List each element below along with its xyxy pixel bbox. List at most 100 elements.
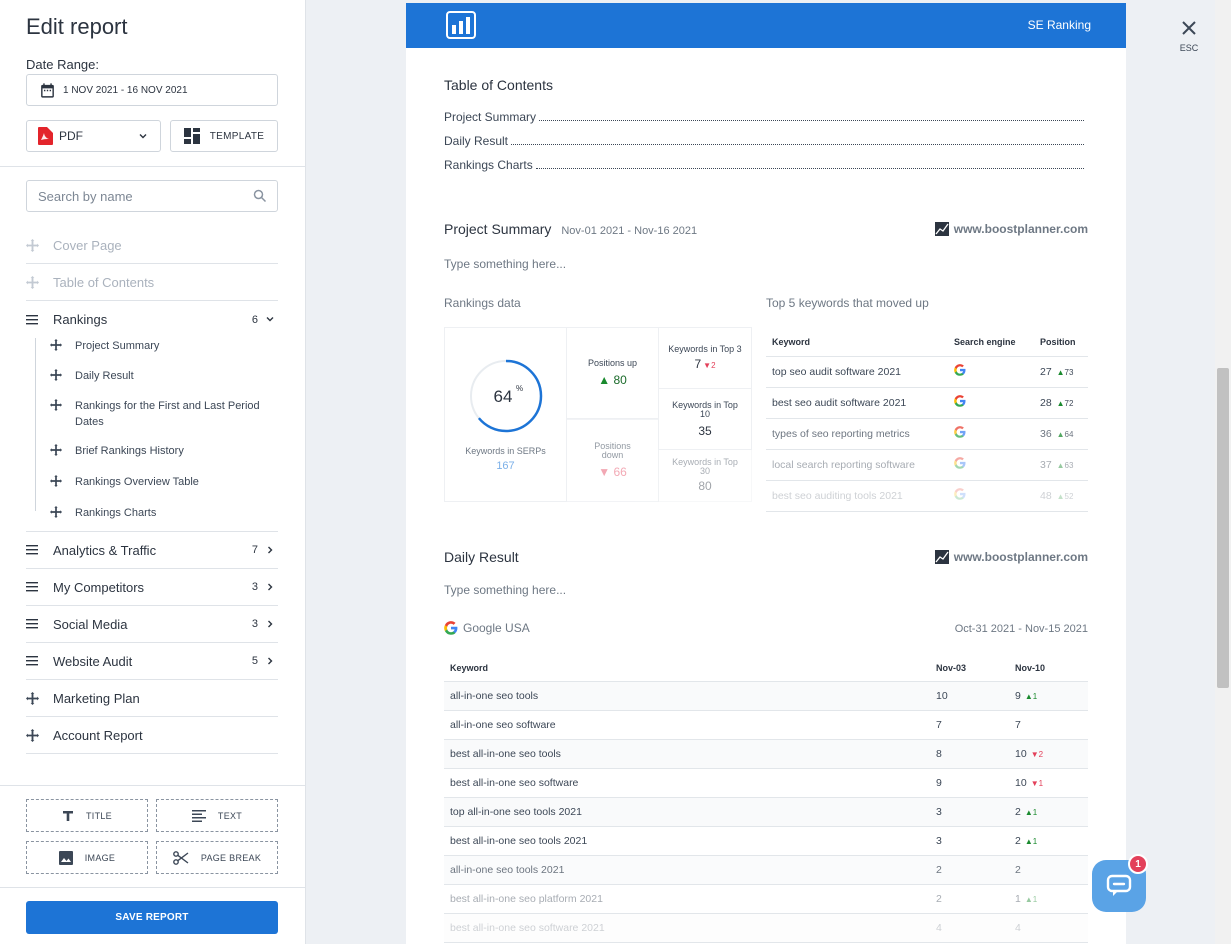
chevron-right-icon[interactable]	[265, 582, 275, 592]
chevron-down-icon[interactable]	[265, 314, 275, 324]
add-text-button[interactable]: TEXT	[156, 799, 278, 832]
engine-cell	[948, 480, 1034, 512]
table-header-row: Keyword Nov-03 Nov-10	[444, 655, 1088, 682]
tool-label: IMAGE	[84, 852, 116, 863]
drag-move-icon[interactable]	[50, 444, 62, 456]
date-range-picker[interactable]: 1 NOV 2021 - 16 NOV 2021	[26, 74, 278, 106]
search-input[interactable]: Search by name	[26, 180, 278, 212]
positions-down-label: Positions down	[594, 441, 631, 460]
search-engine-name: Google USA	[463, 621, 530, 635]
drag-move-icon[interactable]	[50, 475, 62, 487]
sidebar-item-social-media[interactable]: Social Media 3	[26, 606, 278, 643]
subsection-rankings-charts[interactable]: Rankings Charts	[26, 505, 278, 525]
serp-percent-sign: %	[516, 384, 523, 393]
subsection-daily-result[interactable]: Daily Result	[26, 368, 278, 398]
summary-note-input[interactable]: Type something here...	[444, 257, 567, 271]
position-nov10-cell: 10 ▼2	[1009, 739, 1088, 769]
sidebar-item-table-of-contents[interactable]: Table of Contents	[26, 264, 278, 301]
template-label: TEMPLATE	[209, 130, 265, 142]
position-change: 1	[1032, 691, 1038, 701]
close-icon	[1182, 21, 1196, 35]
subsection-first-last-dates[interactable]: Rankings for the First and Last Period D…	[26, 398, 278, 443]
top3-number: 7	[694, 357, 702, 371]
sidebar-item-account-report[interactable]: Account Report	[26, 717, 278, 754]
keyword-cell: best seo auditing tools 2021	[766, 480, 948, 512]
table-row: best all-in-one seo software 2021 4 4	[444, 913, 1088, 943]
drag-move-icon[interactable]	[50, 369, 62, 381]
add-image-button[interactable]: IMAGE	[26, 841, 148, 874]
subsection-brief-history[interactable]: Brief Rankings History	[26, 443, 278, 474]
engine-cell	[948, 387, 1034, 419]
rankings-data-grid: 64 % Keywords in SERPs 167 Positions up …	[444, 327, 752, 502]
drag-move-icon[interactable]	[50, 339, 62, 351]
drag-move-icon[interactable]	[26, 691, 39, 705]
page-scrollbar[interactable]	[1215, 0, 1231, 944]
sidebar-item-analytics-traffic[interactable]: Analytics & Traffic 7	[26, 532, 278, 569]
chat-widget-button[interactable]: 1	[1092, 854, 1148, 912]
table-row: all-in-one seo tools 2021 2 2	[444, 855, 1088, 885]
template-button[interactable]: TEMPLATE	[170, 120, 278, 152]
top5-label: Top 5 keywords that moved up	[766, 296, 929, 310]
position-nov03-cell: 3	[930, 797, 1009, 827]
drag-move-icon[interactable]	[26, 728, 39, 742]
position-value: 2	[1015, 863, 1021, 876]
daily-note-input[interactable]: Type something here...	[444, 583, 567, 597]
down-triangle-icon: ▼	[1030, 749, 1039, 759]
subsection-project-summary[interactable]: Project Summary	[26, 338, 278, 368]
position-change: 1	[1032, 894, 1038, 904]
top3-cell: Keywords in Top 3 7 ▼2	[658, 327, 752, 389]
up-triangle-icon: ▲	[1056, 398, 1065, 408]
serp-count: 167	[496, 460, 515, 472]
scrollbar-thumb[interactable]	[1217, 368, 1229, 688]
drag-move-icon[interactable]	[50, 506, 62, 518]
close-button[interactable]: ESC	[1178, 20, 1200, 53]
position-nov03-cell: 9	[930, 768, 1009, 798]
drag-lines-icon[interactable]	[26, 545, 38, 555]
position-change: 63	[1064, 460, 1074, 470]
drag-lines-icon[interactable]	[26, 582, 38, 592]
chevron-right-icon[interactable]	[265, 619, 275, 629]
toc-entry[interactable]: Project Summary	[444, 110, 1084, 124]
drag-move-icon[interactable]	[26, 275, 39, 289]
report-preview-page: SE Ranking Table of Contents Project Sum…	[406, 3, 1126, 944]
position-nov10-cell: 2 ▲1	[1009, 826, 1088, 856]
keyword-cell: best all-in-one seo software 2021	[444, 913, 930, 943]
format-select[interactable]: PDF	[26, 120, 161, 152]
add-page-break-button[interactable]: PAGE BREAK	[156, 841, 278, 874]
keyword-cell: best all-in-one seo tools	[444, 739, 930, 769]
keyword-cell: best all-in-one seo platform 2021	[444, 884, 930, 914]
sidebar-item-marketing-plan[interactable]: Marketing Plan	[26, 680, 278, 717]
chevron-down-icon	[139, 134, 147, 139]
down-triangle-icon: ▼	[598, 465, 611, 479]
sidebar-divider	[0, 166, 305, 167]
google-icon	[954, 426, 966, 438]
chevron-right-icon[interactable]	[265, 545, 275, 555]
sidebar-item-my-competitors[interactable]: My Competitors 3	[26, 569, 278, 606]
drag-lines-icon[interactable]	[26, 619, 38, 629]
drag-move-icon[interactable]	[50, 399, 62, 411]
toc-entry[interactable]: Daily Result	[444, 134, 1084, 148]
sidebar-item-rankings[interactable]: Rankings 6	[26, 301, 278, 338]
add-title-button[interactable]: TITLE	[26, 799, 148, 832]
chevron-right-icon[interactable]	[265, 656, 275, 666]
drag-lines-icon[interactable]	[26, 314, 38, 325]
top3-change: 2	[711, 361, 716, 370]
sidebar-item-cover-page[interactable]: Cover Page	[26, 227, 278, 264]
drag-lines-icon[interactable]	[26, 656, 38, 666]
toc-leader	[539, 120, 1084, 121]
save-report-button[interactable]: SAVE REPORT	[26, 901, 278, 934]
table-row: local search reporting software 37 ▲63	[766, 449, 1088, 481]
tool-label: TITLE	[85, 810, 112, 821]
toc-entry-label: Project Summary	[444, 110, 537, 124]
sidebar-item-website-audit[interactable]: Website Audit 5	[26, 643, 278, 680]
position-nov03-cell: 10	[930, 681, 1009, 711]
subsection-overview-table[interactable]: Rankings Overview Table	[26, 474, 278, 505]
column-header-position: Position	[1034, 328, 1088, 357]
sidebar-item-label: Table of Contents	[53, 274, 155, 290]
position-nov03-cell: 3	[930, 826, 1009, 856]
toc-entry[interactable]: Rankings Charts	[444, 158, 1084, 172]
sidebar-item-label: My Competitors	[53, 579, 145, 595]
drag-move-icon[interactable]	[26, 238, 39, 252]
scissors-icon	[172, 850, 189, 865]
date-range-value: 1 NOV 2021 - 16 NOV 2021	[63, 84, 188, 96]
